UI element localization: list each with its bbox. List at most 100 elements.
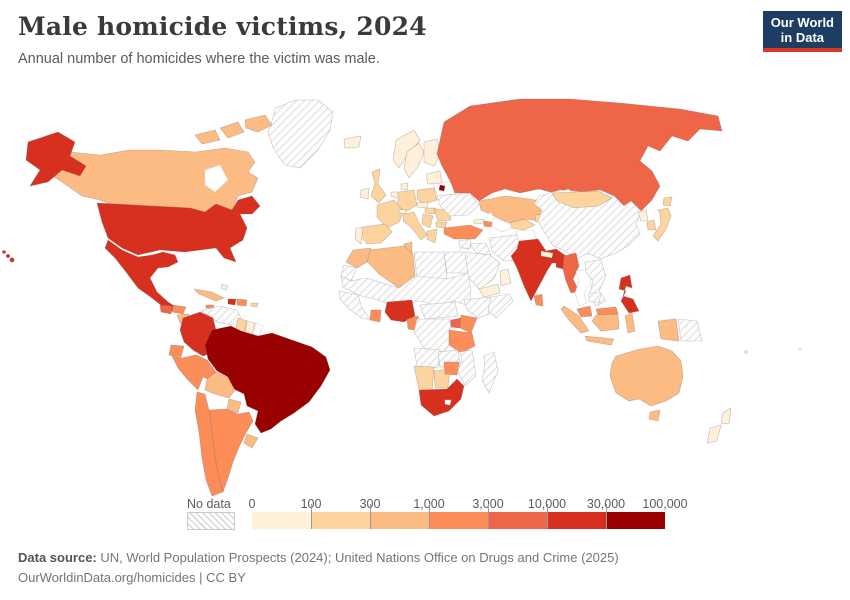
country-canada-arctic-2[interactable] (219, 121, 245, 139)
country-malaysia-borneo[interactable] (595, 306, 619, 316)
country-canada[interactable] (39, 147, 259, 213)
country-usa-hawaii-1[interactable] (2, 250, 6, 254)
country-ireland[interactable] (359, 187, 370, 200)
country-philippines[interactable] (618, 274, 640, 314)
country-mexico[interactable] (104, 239, 179, 314)
country-australia[interactable] (609, 345, 684, 407)
country-ecuador[interactable] (168, 344, 185, 358)
country-azerbaijan[interactable] (483, 220, 493, 228)
country-nepal[interactable] (540, 250, 554, 259)
country-oman[interactable] (499, 268, 512, 287)
country-turkmenistan[interactable] (491, 217, 513, 233)
country-paraguay[interactable] (226, 398, 242, 414)
country-ghana[interactable] (369, 309, 382, 323)
country-usa-hawaii-3[interactable] (9, 257, 15, 263)
country-papua-new-guinea[interactable] (677, 318, 703, 342)
country-greenland[interactable] (267, 99, 334, 169)
country-somalia[interactable] (487, 293, 514, 319)
country-indonesia-java[interactable] (584, 335, 615, 346)
region-west-africa[interactable] (338, 290, 372, 321)
country-portugal[interactable] (354, 227, 364, 245)
country-puerto-rico[interactable] (250, 302, 259, 308)
country-syria[interactable] (458, 238, 472, 250)
country-dominican-republic[interactable] (236, 298, 248, 307)
country-namibia[interactable] (413, 365, 435, 393)
country-canada-arctic-3[interactable] (194, 129, 221, 145)
country-angola[interactable] (413, 347, 441, 369)
country-egypt[interactable] (443, 251, 469, 274)
country-georgia[interactable] (473, 218, 485, 225)
country-baltic-states[interactable] (425, 170, 443, 185)
country-united-states[interactable] (96, 195, 261, 263)
country-suriname[interactable] (244, 320, 256, 335)
country-turkey[interactable] (443, 224, 484, 240)
country-honduras[interactable] (171, 304, 187, 315)
country-united-kingdom[interactable] (370, 168, 387, 204)
country-uruguay[interactable] (243, 433, 259, 449)
country-balkans[interactable] (421, 213, 434, 229)
legend-bin-100-300[interactable] (311, 512, 370, 529)
country-japan-hokkaido[interactable] (662, 196, 673, 207)
country-india[interactable] (510, 238, 567, 302)
country-argentina[interactable] (208, 408, 254, 493)
country-ethiopia[interactable] (463, 296, 496, 319)
legend-bin-10000-30000[interactable] (547, 512, 606, 529)
country-dr-congo[interactable] (413, 318, 453, 353)
country-france[interactable] (376, 199, 405, 229)
country-cuba[interactable] (193, 288, 225, 302)
country-zimbabwe[interactable] (443, 361, 460, 376)
country-indonesia-kalimantan[interactable] (591, 313, 620, 332)
legend-bin-300-1000[interactable] (370, 512, 429, 529)
country-south-korea[interactable] (646, 219, 657, 231)
country-italy[interactable] (402, 211, 428, 241)
country-venezuela[interactable] (200, 305, 242, 326)
country-malaysia[interactable] (576, 305, 593, 318)
country-canada-arctic-1[interactable] (244, 114, 273, 133)
country-indonesia-papua[interactable] (657, 318, 680, 342)
country-north-korea[interactable] (637, 209, 649, 222)
legend-no-data-swatch[interactable] (187, 512, 235, 530)
country-kenya[interactable] (459, 314, 478, 334)
country-bahamas[interactable] (220, 283, 229, 291)
country-spain[interactable] (358, 223, 393, 245)
country-greece[interactable] (426, 228, 438, 244)
country-poland[interactable] (416, 187, 438, 205)
country-brazil[interactable] (204, 325, 331, 434)
country-libya[interactable] (413, 251, 448, 281)
country-denmark[interactable] (400, 182, 409, 191)
country-haiti[interactable] (227, 298, 237, 306)
country-tanzania[interactable] (448, 329, 476, 354)
country-benelux[interactable] (390, 191, 399, 199)
country-south-africa[interactable] (418, 378, 465, 417)
footer-link-line[interactable]: OurWorldinData.org/homicides | CC BY (18, 570, 246, 585)
country-czechia[interactable] (416, 201, 429, 209)
country-hungary[interactable] (424, 207, 437, 215)
country-uganda[interactable] (449, 317, 462, 329)
country-central-african-republic[interactable] (419, 301, 459, 320)
country-yemen[interactable] (478, 283, 501, 298)
country-mozambique[interactable] (457, 349, 477, 387)
country-guatemala[interactable] (159, 304, 173, 315)
legend-color-bar[interactable] (252, 512, 665, 529)
country-iraq[interactable] (469, 242, 492, 256)
legend-bin-1000-3000[interactable] (429, 512, 488, 529)
country-australia-tasmania[interactable] (648, 409, 661, 422)
country-switzerland[interactable] (398, 208, 407, 215)
country-new-zealand-north[interactable] (720, 407, 732, 425)
country-bulgaria[interactable] (435, 221, 448, 229)
small-region-dot[interactable] (438, 184, 446, 192)
legend-bin-30000-100000[interactable] (606, 512, 665, 529)
country-japan[interactable] (652, 207, 672, 242)
country-madagascar[interactable] (481, 351, 499, 394)
country-iceland[interactable] (343, 135, 362, 149)
country-indonesia-sumatra[interactable] (560, 305, 590, 334)
country-nigeria[interactable] (384, 299, 416, 323)
island-fiji[interactable] (744, 350, 748, 354)
country-indonesia-sulawesi[interactable] (624, 312, 636, 334)
country-sri-lanka[interactable] (533, 293, 544, 307)
country-bangladesh[interactable] (555, 258, 565, 270)
country-sweden[interactable] (403, 142, 425, 179)
country-cambodia[interactable] (588, 292, 602, 304)
country-china[interactable] (533, 189, 642, 260)
country-usa-hawaii-2[interactable] (5, 253, 11, 259)
